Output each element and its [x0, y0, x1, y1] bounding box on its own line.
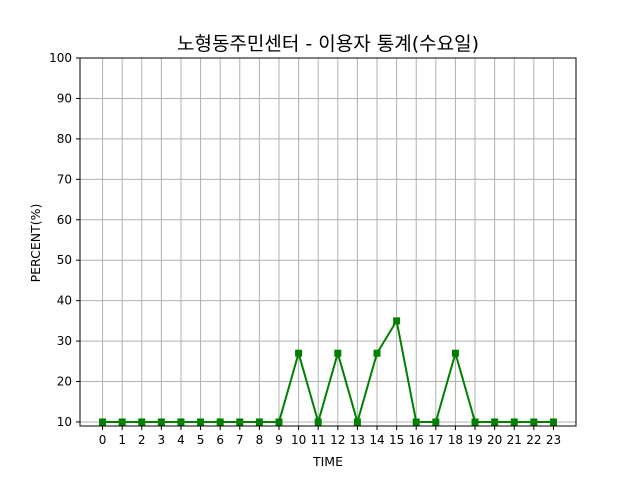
y-tick-label: 30 [57, 334, 72, 348]
x-tick-label: 14 [369, 433, 384, 447]
data-point [491, 418, 499, 426]
data-point [255, 418, 263, 426]
x-tick-label: 6 [216, 433, 224, 447]
x-tick-label: 15 [389, 433, 404, 447]
x-tick-label: 22 [526, 433, 541, 447]
x-tick-label: 4 [177, 433, 185, 447]
y-tick-label: 90 [57, 91, 72, 105]
x-tick-label: 7 [236, 433, 244, 447]
x-tick-label: 2 [138, 433, 146, 447]
x-axis: 0 1 2 3 4 5 6 7 8 9 10 11 12 13 14 15 16 17 18 19 20 21 22 23 [99, 426, 561, 447]
data-point [275, 418, 283, 426]
data-point [157, 418, 165, 426]
data-point [353, 418, 361, 426]
data-point [451, 349, 459, 357]
y-tick-label: 70 [57, 172, 72, 186]
data-point [373, 349, 381, 357]
data-point [393, 317, 401, 325]
grid [80, 57, 576, 426]
data-point [471, 418, 479, 426]
y-tick-label: 60 [57, 213, 72, 227]
x-tick-label: 20 [487, 433, 502, 447]
y-tick-label: 20 [57, 375, 72, 389]
y-tick-label: 40 [57, 294, 72, 308]
x-tick-label: 19 [467, 433, 482, 447]
x-tick-label: 1 [118, 433, 126, 447]
data-point [99, 418, 107, 426]
y-tick-label: 50 [57, 253, 72, 267]
chart-title: 노형동주민센터 - 이용자 통계(수요일) [177, 33, 479, 55]
x-tick-label: 0 [99, 433, 107, 447]
x-tick-label: 21 [507, 433, 522, 447]
data-point [295, 349, 303, 357]
plot-frame [79, 57, 577, 427]
x-tick-label: 12 [330, 433, 345, 447]
x-tick-label: 3 [158, 433, 166, 447]
data-point [334, 349, 342, 357]
data-point [177, 418, 185, 426]
series-line [102, 319, 554, 423]
x-tick-label: 16 [409, 433, 424, 447]
data-point [216, 418, 224, 426]
data-point [510, 418, 518, 426]
series-group [99, 317, 557, 426]
x-tick-label: 13 [350, 433, 365, 447]
y-tick-label: 100 [49, 51, 72, 65]
x-tick-label: 18 [448, 433, 463, 447]
x-tick-label: 11 [311, 433, 326, 447]
data-point [118, 418, 126, 426]
y-tick-label: 80 [57, 132, 72, 146]
y-tick-label: 10 [57, 415, 72, 429]
y-axis-label: PERCENT(%) [28, 204, 43, 283]
data-point [432, 418, 440, 426]
x-tick-label: 5 [197, 433, 205, 447]
data-point [314, 418, 322, 426]
data-point [138, 418, 146, 426]
data-point [197, 418, 205, 426]
data-point [236, 418, 244, 426]
x-tick-label: 23 [546, 433, 561, 447]
x-axis-label: TIME [312, 454, 343, 469]
x-tick-label: 8 [256, 433, 264, 447]
data-point [412, 418, 420, 426]
data-point [530, 418, 538, 426]
data-point [549, 418, 557, 426]
x-tick-label: 9 [275, 433, 283, 447]
x-tick-label: 10 [291, 433, 306, 447]
y-axis: 10 20 30 40 50 60 70 80 90 100 [49, 51, 80, 429]
x-tick-label: 17 [428, 433, 443, 447]
